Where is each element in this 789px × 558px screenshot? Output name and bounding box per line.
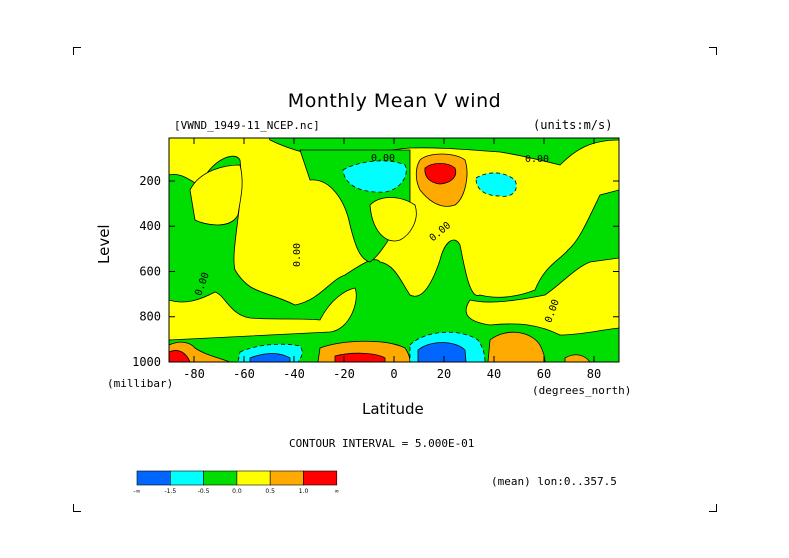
- crop-mark-bottom-right: [709, 504, 717, 512]
- colorbar-box: [236, 470, 271, 486]
- x-tick-label: -80: [183, 367, 205, 381]
- colorbar-box: [170, 470, 204, 486]
- y-tick-label: 600: [139, 264, 161, 278]
- colorbar-box: [269, 470, 304, 486]
- strong-positive-region: [169, 350, 191, 362]
- contour-label: 0.00: [292, 243, 303, 267]
- colorbar-box: [203, 470, 238, 486]
- colorbar-label: 1.0: [299, 488, 309, 495]
- mean-text: (mean) lon:0..357.5: [491, 475, 617, 488]
- crop-mark-bottom-left: [73, 504, 81, 512]
- weak-positive-region: [465, 257, 619, 336]
- strong-negative-region: [417, 342, 467, 362]
- strong-positive-region: [424, 163, 457, 185]
- x-tick-label: 0: [390, 367, 397, 381]
- colorbar-label: -0.5: [198, 488, 210, 495]
- negative-region: [475, 172, 517, 197]
- strong-negative-region: [249, 353, 291, 362]
- contour-fields: [169, 138, 619, 362]
- units-label: (units:m/s): [533, 118, 613, 132]
- crop-mark-top-right: [709, 47, 717, 55]
- x-tick-label: -60: [233, 367, 255, 381]
- colorbar-label: -∞: [133, 488, 140, 495]
- negative-region: [342, 160, 407, 193]
- contour-interval-text: CONTOUR INTERVAL = 5.000E-01: [289, 437, 475, 450]
- colorbar-label: 0.5: [265, 488, 275, 495]
- x-tick-label: -40: [283, 367, 305, 381]
- colorbar-label: ∞: [334, 488, 339, 495]
- y-tick-label: 1000: [132, 355, 161, 369]
- x-tick-label: 80: [587, 367, 601, 381]
- contour-label: 0.00: [371, 153, 395, 164]
- y-unit-label: (millibar): [107, 377, 174, 390]
- weak-positive-region: [169, 287, 357, 341]
- colorbar-box: [303, 470, 338, 486]
- x-tick-label: 20: [437, 367, 451, 381]
- x-unit-label: (degrees_north): [532, 384, 632, 397]
- colorbar-box: [136, 470, 171, 486]
- x-tick-label: 40: [487, 367, 501, 381]
- weak-positive-region: [369, 197, 417, 242]
- crop-mark-top-left: [73, 47, 81, 55]
- y-tick-label: 800: [139, 310, 161, 324]
- strong-positive-region: [334, 352, 386, 362]
- contour-label: 0.00: [525, 154, 549, 165]
- x-tick-label: -20: [333, 367, 355, 381]
- colorbar-label: 0.0: [232, 488, 242, 495]
- colorbar-label: -1.5: [164, 488, 176, 495]
- positive-region: [487, 331, 546, 362]
- y-tick-label: 400: [139, 219, 161, 233]
- y-tick-label: 200: [139, 174, 161, 188]
- x-axis-title: Latitude: [362, 400, 424, 418]
- positive-region: [564, 354, 591, 362]
- chart-title: Monthly Mean V wind: [287, 90, 502, 112]
- x-tick-label: 60: [537, 367, 551, 381]
- weak-positive-region: [189, 164, 243, 226]
- dataset-label: [VWND_1949-11_NCEP.nc]: [174, 119, 320, 132]
